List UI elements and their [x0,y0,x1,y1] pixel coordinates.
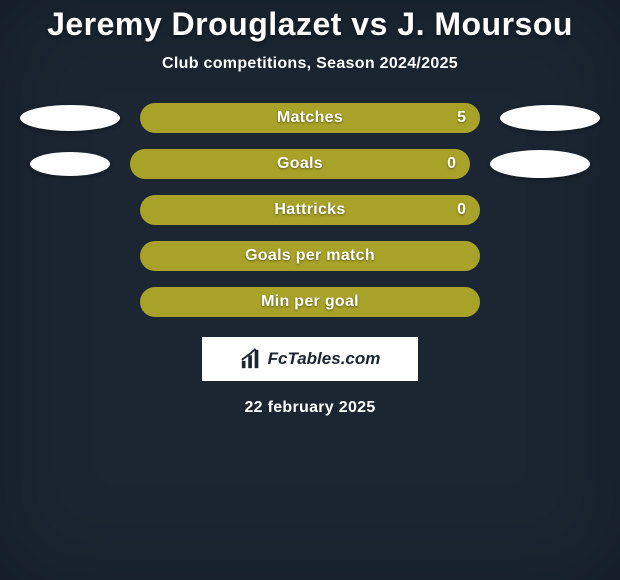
bars-icon [240,348,262,370]
left-ellipse-placeholder [20,195,120,225]
right-ellipse-placeholder [500,287,600,317]
stat-value: 5 [457,109,466,127]
stat-label: Matches [277,109,343,127]
left-ellipse [20,105,120,131]
stat-row: Goals 0 [0,149,620,179]
right-ellipse-placeholder [500,241,600,271]
stat-row: Min per goal [0,287,620,317]
stat-bar: Hattricks 0 [140,195,480,225]
stat-bar: Goals 0 [130,149,470,179]
stat-bar: Goals per match [140,241,480,271]
date-text: 22 february 2025 [244,399,375,417]
stat-label: Min per goal [261,293,359,311]
left-ellipse [30,152,110,176]
page-title: Jeremy Drouglazet vs J. Moursou [47,6,573,43]
stat-value: 0 [447,155,456,173]
stat-value: 0 [457,201,466,219]
stat-label: Goals [277,155,323,173]
stat-bar: Matches 5 [140,103,480,133]
stat-bar: Min per goal [140,287,480,317]
stat-row: Hattricks 0 [0,195,620,225]
logo-text: FcTables.com [268,349,381,369]
comparison-infographic: Jeremy Drouglazet vs J. Moursou Club com… [0,0,620,580]
stat-label: Hattricks [274,201,345,219]
right-ellipse [500,105,600,131]
stat-rows: Matches 5 Goals 0 Hattricks 0 Goals per match M… [0,103,620,317]
left-ellipse-placeholder [20,287,120,317]
right-ellipse-placeholder [500,195,600,225]
left-ellipse-placeholder [20,241,120,271]
stat-row: Goals per match [0,241,620,271]
page-subtitle: Club competitions, Season 2024/2025 [162,55,458,73]
right-ellipse [490,150,590,178]
stat-label: Goals per match [245,247,375,265]
stat-row: Matches 5 [0,103,620,133]
logo-box: FcTables.com [202,337,418,381]
